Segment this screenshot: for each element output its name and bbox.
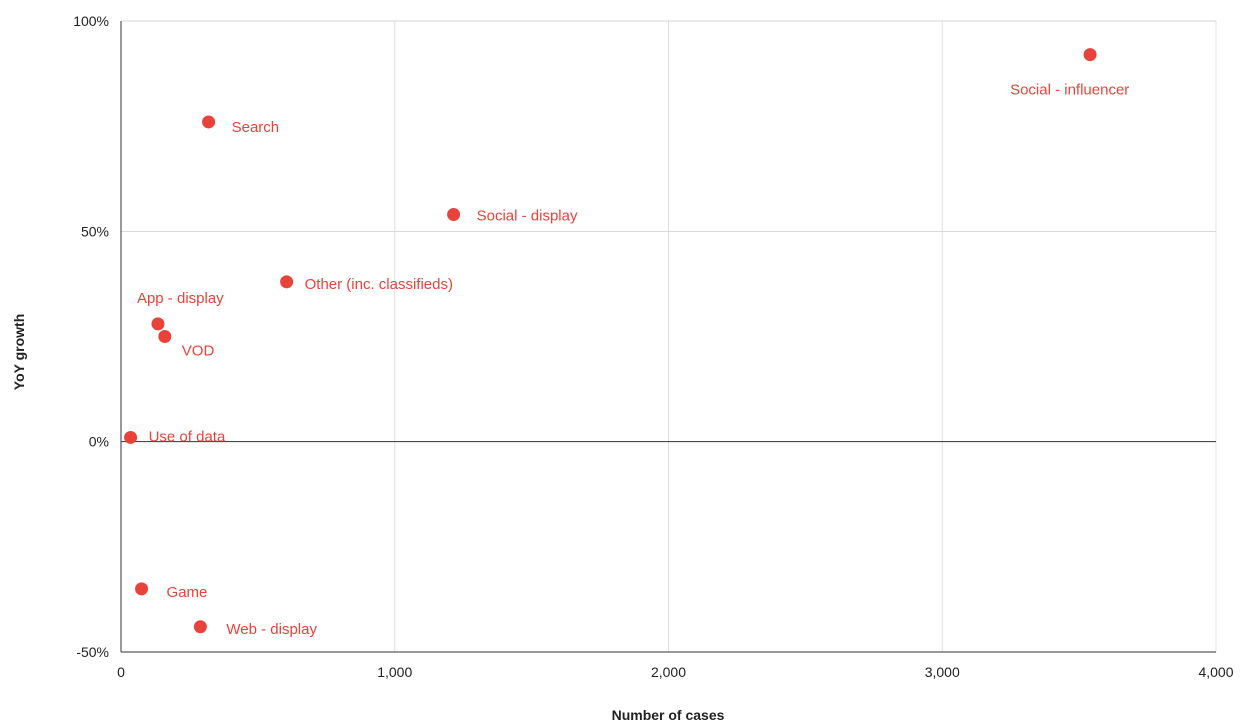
data-point: [135, 582, 149, 596]
data-point: [151, 317, 165, 331]
axis-layer: [120, 21, 1216, 653]
y-tick-label: 0%: [89, 434, 109, 450]
x-tick-label: 1,000: [377, 664, 412, 680]
data-point-label: Game: [167, 584, 208, 601]
data-point: [202, 115, 216, 129]
x-tick-label: 3,000: [925, 664, 960, 680]
data-point: [124, 430, 138, 444]
data-point: [1083, 48, 1097, 62]
x-tick-label: 0: [117, 664, 125, 680]
data-point: [193, 620, 207, 634]
y-tick-label: 100%: [73, 13, 109, 29]
grid-layer: [121, 20, 1217, 652]
y-tick-label: -50%: [76, 644, 109, 660]
y-tick-label: 50%: [81, 223, 109, 239]
data-point-label: Web - display: [226, 621, 317, 638]
data-point-label: Use of data: [149, 428, 226, 445]
data-point-label: VOD: [182, 343, 215, 360]
data-point-label: Other (inc. classifieds): [305, 276, 453, 293]
data-point-label: Social - influencer: [1010, 82, 1129, 99]
x-axis-title: Number of cases: [612, 707, 725, 723]
y-axis-title: YoY growth: [11, 314, 27, 390]
data-point-label: Search: [232, 119, 280, 136]
data-point: [158, 330, 172, 343]
x-tick-label: 4,000: [1198, 664, 1233, 680]
data-points-layer: Social - influencer Search Social - displa…: [124, 48, 1129, 638]
data-point-label: Social - display: [477, 208, 578, 225]
data-point: [280, 275, 294, 289]
tick-labels-layer: 0 1,000 2,000 3,000 4,000 -50% 0% 50% 100%: [73, 13, 1234, 680]
data-point-label: App - display: [137, 290, 224, 307]
data-point: [447, 208, 461, 222]
x-tick-label: 2,000: [651, 664, 686, 680]
